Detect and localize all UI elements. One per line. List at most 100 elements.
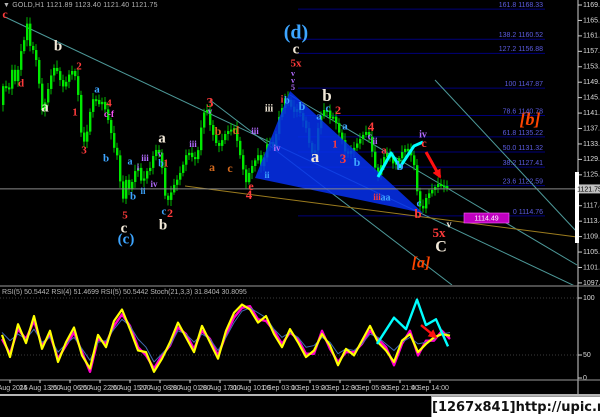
watermark-label: [1267x841]http://upic.me/ — [431, 396, 600, 417]
svg-text:0: 0 — [583, 375, 587, 382]
svg-text:c: c — [2, 7, 8, 21]
svg-text:iii: iii — [373, 192, 381, 202]
svg-text:iv: iv — [419, 129, 427, 140]
svg-text:v: v — [447, 219, 452, 230]
svg-text:100: 100 — [583, 295, 595, 302]
svg-text:138.2 1160.52: 138.2 1160.52 — [499, 32, 543, 39]
indicator-caption: RSI(5) 50.5442 RSI(4) 51.4699 RSI(5) 50.… — [2, 289, 247, 296]
svg-text:1 Sep 19:00: 1 Sep 19:00 — [291, 385, 329, 392]
svg-text:v: v — [208, 106, 213, 116]
svg-text:1169.40: 1169.40 — [583, 2, 600, 9]
svg-text:1121.75: 1121.75 — [577, 186, 600, 193]
price-flag: 1114.49 — [463, 212, 510, 224]
svg-text:a: a — [209, 160, 215, 174]
svg-text:a: a — [316, 111, 322, 123]
svg-text:b: b — [215, 124, 222, 138]
svg-text:28 Aug 01:00: 28 Aug 01:00 — [169, 385, 210, 392]
indicator-panel[interactable] — [0, 297, 578, 356]
svg-text:c: c — [227, 161, 233, 175]
svg-text:b: b — [299, 99, 306, 113]
svg-text:v: v — [158, 149, 163, 159]
svg-text:b: b — [103, 153, 109, 165]
svg-text:iv: iv — [273, 143, 281, 153]
svg-text:a: a — [94, 84, 100, 96]
svg-text:28 Aug 17:00: 28 Aug 17:00 — [199, 385, 240, 392]
svg-text:38.2 1127.41: 38.2 1127.41 — [503, 160, 543, 167]
svg-text:26 Aug 15:00: 26 Aug 15:00 — [109, 385, 150, 392]
svg-text:b: b — [158, 158, 164, 169]
svg-text:c: c — [368, 131, 373, 142]
svg-text:c: c — [162, 206, 167, 218]
svg-text:c: c — [421, 136, 427, 150]
svg-text:1097.40: 1097.40 — [583, 280, 600, 287]
svg-text:iii: iii — [251, 126, 259, 136]
svg-text:(d): (d) — [284, 22, 308, 44]
svg-text:127.2 1156.88: 127.2 1156.88 — [499, 46, 543, 53]
svg-text:1165.40: 1165.40 — [583, 17, 600, 24]
svg-text:i: i — [281, 94, 284, 105]
svg-text:i: i — [137, 162, 140, 172]
svg-text:0 1114.76: 0 1114.76 — [513, 209, 543, 216]
svg-text:[b]: [b] — [520, 109, 541, 129]
indicator-caption-text: RSI(5) 50.5442 RSI(4) 51.4699 RSI(5) 50.… — [2, 289, 247, 296]
svg-text:v: v — [291, 69, 295, 78]
svg-text:b: b — [322, 86, 331, 105]
svg-text:1157.40: 1157.40 — [583, 48, 600, 55]
svg-text:iii: iii — [141, 153, 149, 163]
price-axis[interactable]: 1169.40 1165.40 1161.40 1157.40 1153.40 1149.… — [577, 0, 600, 395]
svg-text:1161.40: 1161.40 — [583, 33, 600, 40]
svg-text:ii: ii — [140, 186, 146, 196]
svg-text:2: 2 — [76, 61, 82, 73]
svg-text:e: e — [248, 179, 254, 193]
svg-text:5: 5 — [122, 210, 128, 222]
svg-text:4: 4 — [246, 187, 253, 202]
svg-text:4: 4 — [106, 98, 112, 110]
svg-text:c: c — [121, 220, 128, 236]
svg-text:4 Sep 14:00: 4 Sep 14:00 — [411, 385, 449, 392]
svg-text:3 Sep 05:00: 3 Sep 05:00 — [351, 385, 389, 392]
svg-text:23.6 1122.59: 23.6 1122.59 — [503, 179, 543, 186]
svg-text:a: a — [128, 156, 133, 167]
svg-text:2: 2 — [335, 103, 341, 117]
chart-plot-area[interactable] — [0, 0, 578, 285]
axis-highlight-bar — [575, 172, 579, 243]
svg-text:iv: iv — [150, 179, 158, 189]
svg-text:(c): (c) — [118, 231, 135, 247]
svg-text:b: b — [396, 158, 403, 173]
svg-text:1: 1 — [164, 158, 169, 169]
svg-text:1153.40: 1153.40 — [583, 64, 600, 71]
svg-text:d: d — [18, 78, 24, 90]
svg-text:b: b — [284, 95, 290, 106]
svg-text:1: 1 — [72, 107, 78, 119]
svg-text:161.8 1168.33: 161.8 1168.33 — [499, 2, 543, 9]
svg-text:1117.40: 1117.40 — [583, 203, 600, 210]
svg-text:3 Sep 21:00: 3 Sep 21:00 — [381, 385, 419, 392]
zigzag-annotation — [376, 140, 424, 178]
svg-text:ii: ii — [372, 136, 378, 146]
svg-text:b: b — [130, 191, 136, 203]
triangle-drawing — [255, 91, 423, 213]
svg-text:b: b — [54, 38, 62, 54]
red-arrow — [424, 151, 442, 179]
svg-text:1109.40: 1109.40 — [583, 233, 600, 240]
svg-text:a: a — [342, 121, 348, 133]
svg-text:b: b — [354, 155, 361, 169]
svg-text:1 Aug 2015: 1 Aug 2015 — [0, 385, 28, 392]
svg-text:a: a — [386, 192, 391, 203]
svg-text:3: 3 — [340, 151, 347, 166]
svg-text:5x: 5x — [291, 58, 303, 70]
svg-text:1114.49: 1114.49 — [474, 215, 498, 222]
svg-text:c-f: c-f — [104, 109, 115, 119]
current-price-label: 1121.75 — [577, 184, 600, 194]
svg-text:b: b — [414, 206, 421, 221]
svg-text:5: 5 — [291, 83, 295, 92]
svg-text:3: 3 — [81, 145, 87, 157]
svg-text:a: a — [381, 192, 386, 203]
svg-text:[a]: [a] — [412, 255, 431, 272]
svg-text:1 Sep 03:00: 1 Sep 03:00 — [261, 385, 299, 392]
svg-text:v: v — [291, 76, 295, 85]
svg-text:1: 1 — [332, 139, 338, 151]
svg-text:50: 50 — [583, 352, 591, 359]
